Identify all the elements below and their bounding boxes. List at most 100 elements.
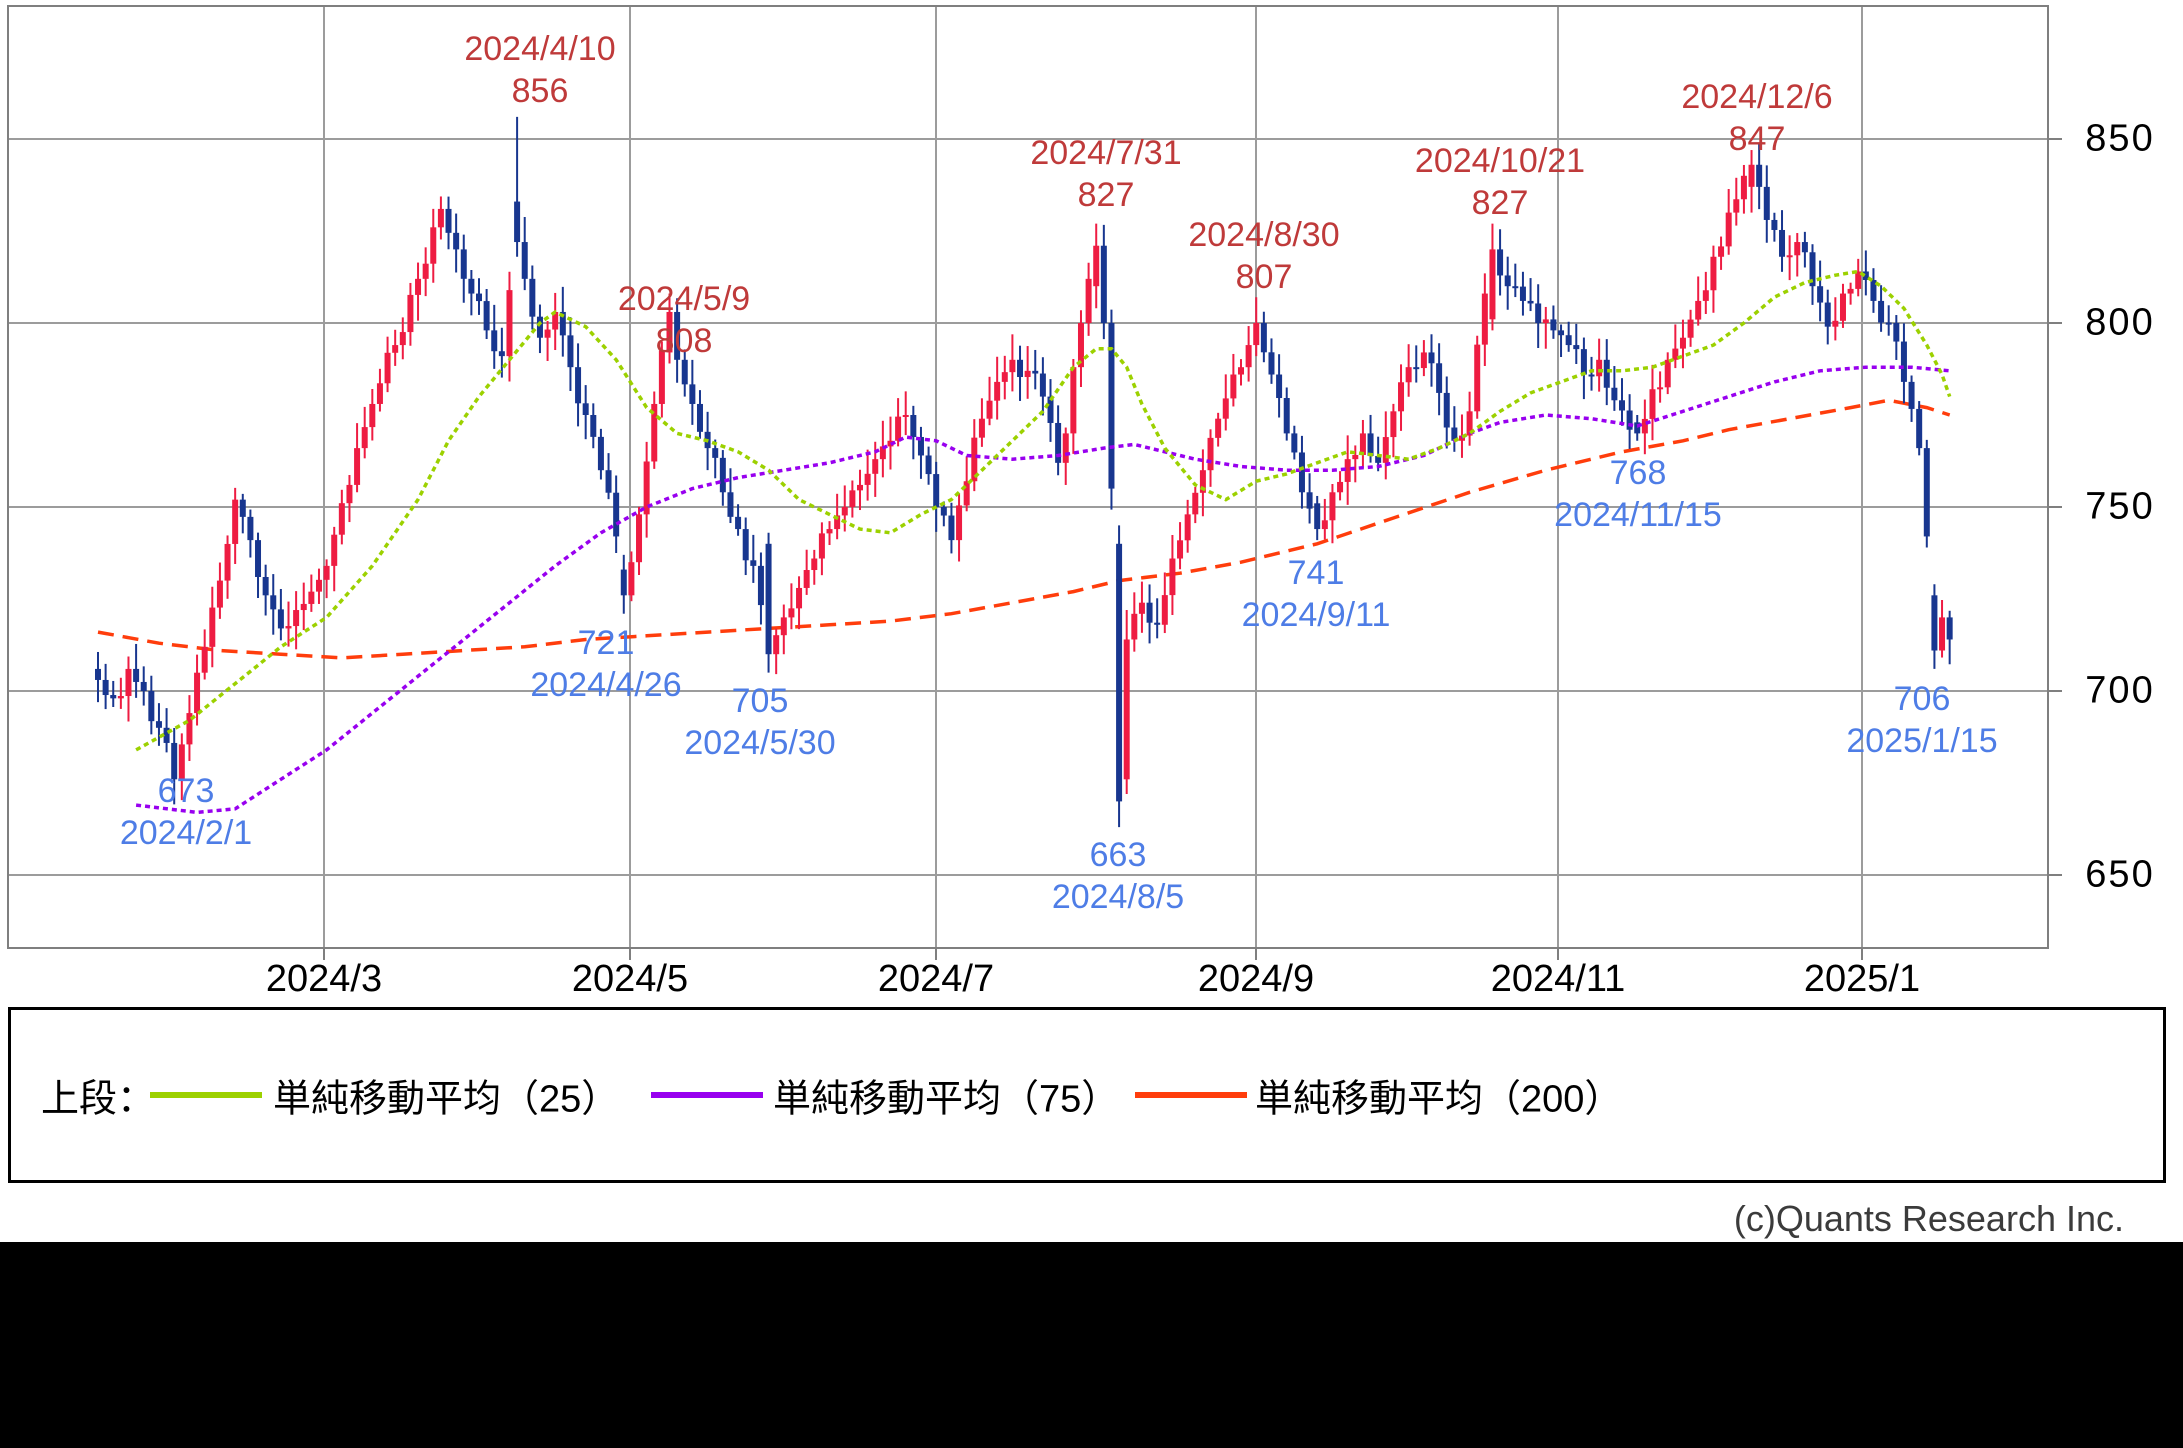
candle-body-down <box>483 301 490 331</box>
candle-body-up <box>216 580 223 608</box>
candle-body-down <box>1436 363 1443 393</box>
candle-body-down <box>582 403 589 415</box>
candle-body-down <box>1626 410 1633 430</box>
candle-body-down <box>917 436 924 456</box>
candle-body-down <box>1916 408 1923 449</box>
candle-body-down <box>453 232 460 250</box>
candle-body-down <box>1154 622 1161 625</box>
x-axis-label: 2024/5 <box>571 958 689 1000</box>
candle-body-down <box>1108 323 1115 489</box>
candle-body-up <box>1215 418 1222 438</box>
candle-body-up <box>1839 293 1846 321</box>
candle-body-up <box>1855 271 1862 289</box>
candle-body-up <box>1382 437 1389 463</box>
candle-body-down <box>536 316 543 338</box>
candle-body-down <box>514 201 521 243</box>
candle-body-down <box>1116 543 1123 802</box>
candle-body-down <box>1314 503 1321 530</box>
candle-body-down <box>529 278 536 317</box>
candle-body-up <box>1687 319 1694 338</box>
x-axis-label: 2024/11 <box>1490 958 1626 1000</box>
candle-body-up <box>209 607 216 647</box>
candle-body-up <box>1542 319 1549 323</box>
candle-body-up <box>1679 337 1686 349</box>
candle-body-down <box>765 543 772 655</box>
candle-body-down <box>1550 319 1557 331</box>
candle-body-down <box>1298 452 1305 493</box>
peak-annotation-2024/7/31: 2024/7/31 827 <box>1030 134 1182 214</box>
candle-body-up <box>978 418 985 438</box>
candle-body-down <box>1824 302 1831 327</box>
candle-body-down <box>1862 271 1869 280</box>
candle-body-up <box>308 591 315 604</box>
candle-body-up <box>849 490 856 507</box>
candle-body-up <box>1641 418 1648 434</box>
candle-body-up <box>1359 433 1366 455</box>
sma200-line-swatch <box>1135 1092 1247 1098</box>
candle-body-up <box>331 534 338 566</box>
candle-body-down <box>1878 300 1885 323</box>
candle-body-up <box>361 427 368 449</box>
candle-body-up <box>346 484 353 504</box>
y-axis-label: 700 <box>2085 669 2155 712</box>
candle-body-down <box>1367 433 1374 456</box>
candle-body-down <box>1634 422 1641 434</box>
candle-body-down <box>940 507 947 516</box>
candle-body-up <box>1070 367 1077 434</box>
y-axis-label: 650 <box>2085 853 2155 896</box>
candle-body-up <box>201 646 208 673</box>
candle-body-up <box>1405 367 1412 383</box>
candle-body-down <box>1283 398 1290 434</box>
candle-body-down <box>727 492 734 517</box>
x-axis-label: 2025/1 <box>1803 958 1921 1000</box>
candle-body-down <box>925 455 932 475</box>
candle-body-down <box>476 293 482 302</box>
legend-row: 上段： 単純移動平均（25） 単純移動平均（75） 単純移動平均（200） <box>11 1010 2163 1180</box>
candle-body-down <box>491 330 498 352</box>
candle-body-up <box>1131 613 1138 640</box>
candle-body-down <box>1519 286 1526 301</box>
candle-body-up <box>1077 323 1084 368</box>
candle-body-down <box>757 565 764 606</box>
candle-body-down <box>1039 373 1046 397</box>
y-axis-label: 800 <box>2085 301 2155 344</box>
candle-body-down <box>95 668 101 680</box>
trough-annotation-2024/5/30: 705 2024/5/30 <box>684 682 836 762</box>
candle-body-down <box>1375 455 1382 463</box>
candle-body-up <box>651 403 658 462</box>
candle-body-down <box>1497 249 1504 276</box>
candle-body-up <box>1702 290 1709 301</box>
trough-annotation-2024/9/11: 741 2024/9/11 <box>1241 554 1391 634</box>
candle-body-up <box>1740 175 1747 200</box>
peak-annotation-2024/4/10: 2024/4/10 856 <box>464 30 616 110</box>
sma25-legend-label: 単純移動平均（25） <box>273 1078 620 1121</box>
candle-body-up <box>315 579 322 592</box>
candle-body-up <box>232 499 239 544</box>
candle-body-up <box>1725 212 1732 247</box>
sma75-legend-label: 単純移動平均（75） <box>773 1078 1120 1121</box>
candle-body-up <box>407 294 414 333</box>
candle-body-up <box>415 278 422 295</box>
candle-body-up <box>323 565 330 580</box>
candle-body-down <box>102 679 109 696</box>
candle-body-up <box>437 208 444 228</box>
y-axis-label: 850 <box>2085 117 2155 160</box>
candle-body-up <box>369 403 376 428</box>
x-axis-label: 2024/7 <box>877 958 995 1000</box>
peak-annotation-2024/8/30: 2024/8/30 807 <box>1188 216 1340 296</box>
candle-body-up <box>1161 595 1168 625</box>
trough-annotation-2024/11/15: 768 2024/11/15 <box>1554 454 1722 534</box>
candle-body-down <box>933 474 940 507</box>
candle-body-down <box>1032 370 1039 374</box>
candle-body-up <box>811 558 818 571</box>
candle-body-down <box>1268 352 1275 375</box>
candle-body-up <box>1009 359 1016 373</box>
candle-body-down <box>575 367 582 404</box>
candle-body-up <box>178 744 185 780</box>
candle-body-up <box>1169 558 1176 596</box>
x-axis-label: 2024/3 <box>265 958 383 1000</box>
candle-body-up <box>285 626 292 629</box>
candle-body-down <box>689 384 696 404</box>
candle-body-up <box>384 352 391 384</box>
sma75-line <box>135 365 1950 815</box>
